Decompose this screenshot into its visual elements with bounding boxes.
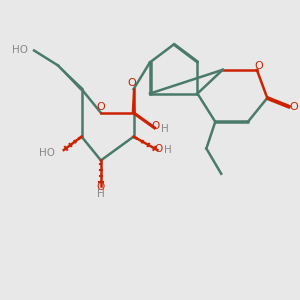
Text: O: O <box>97 102 105 112</box>
Text: H: H <box>161 124 169 134</box>
Polygon shape <box>132 89 135 113</box>
Text: HO: HO <box>39 148 55 158</box>
Text: O: O <box>128 78 136 88</box>
Text: H: H <box>164 145 172 155</box>
Text: O: O <box>97 182 105 192</box>
Text: O: O <box>152 121 160 131</box>
Text: O: O <box>155 143 163 154</box>
Text: O: O <box>290 102 298 112</box>
Polygon shape <box>58 65 82 90</box>
Text: H: H <box>97 189 105 199</box>
Text: HO: HO <box>11 46 28 56</box>
Text: O: O <box>255 61 264 71</box>
